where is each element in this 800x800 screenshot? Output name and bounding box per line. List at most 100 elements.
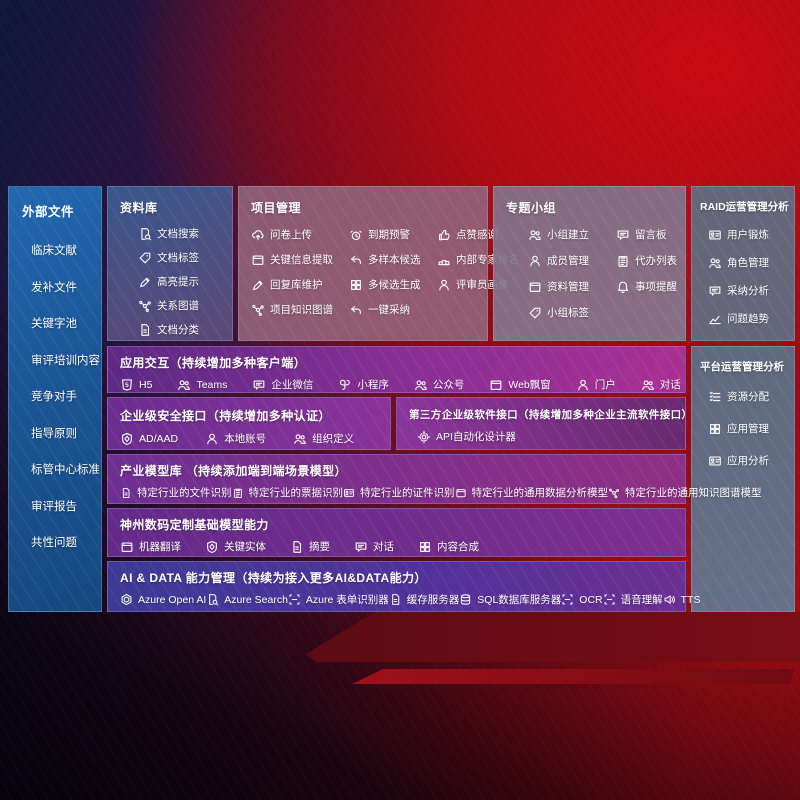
item-member-manage: 成员管理 — [528, 253, 616, 268]
azure-openai-icon — [120, 593, 133, 606]
project-management-title: 项目管理 — [251, 201, 302, 215]
item-label: 问卷上传 — [270, 229, 312, 241]
app-interaction-title: 应用交互（持续增加多种客户端） — [120, 356, 307, 370]
item-org-define: 组织定义 — [293, 431, 354, 446]
ai-data-title: AI & DATA 能力管理（持续为接入更多AI&DATA能力） — [120, 571, 427, 585]
cloud-upload-icon — [251, 228, 265, 242]
multi-sample-icon — [349, 253, 363, 267]
item-local-account: 本地账号 — [205, 431, 266, 446]
item-ad-aad: AD/AAD — [120, 432, 178, 446]
item-group-tag: 小组标签 — [528, 305, 616, 320]
industry-model-band: 产业模型库 （持续添加端到端场景模型） 特定行业的文件识别 特定行业的票据识别 特定… — [107, 454, 762, 504]
item-label: 资源分配 — [727, 391, 769, 403]
platform-analysis-title: 平台运营管理分析 — [700, 361, 784, 373]
item-azure-openai: Azure Open AI — [120, 593, 206, 606]
summary-icon — [290, 540, 304, 554]
item-label: 应用分析 — [727, 455, 769, 467]
topic-groups-panel: 专题小组 小组建立 留言板 成员管理 代办列表 资料管理 事项提醒 小组标签 — [493, 186, 686, 341]
item-speech-understanding: 语音理解 — [603, 592, 663, 607]
highlight-pencil-icon — [138, 275, 152, 289]
reply-maintain-icon — [251, 278, 265, 292]
item-doc-search: 文档搜索 — [138, 226, 220, 241]
item-label: 到期预警 — [368, 229, 410, 241]
item-h5: H5 — [120, 378, 152, 392]
item-label: 采纳分析 — [727, 285, 769, 297]
item-label: 成员管理 — [547, 255, 589, 267]
item-label: 小组标签 — [547, 307, 589, 319]
web-popup-icon — [489, 378, 503, 392]
knowledge-graph-icon — [251, 303, 265, 317]
item-label: 机器翻译 — [139, 541, 181, 553]
app-manage-icon — [708, 422, 722, 436]
item-label: 文档分类 — [157, 324, 199, 336]
azure-form-recognizer-icon — [288, 593, 301, 606]
item-cloud-upload: 问卷上传 — [251, 227, 349, 242]
sidebar-item: 指导原则 — [31, 427, 77, 440]
item-label: 角色管理 — [727, 257, 769, 269]
item-web-popup: Web飘窗 — [489, 377, 551, 392]
item-role-manage: 角色管理 — [708, 255, 786, 270]
wecom-icon — [252, 378, 266, 392]
item-receipt-recognition: 特定行业的票据识别 — [232, 485, 344, 500]
item-label: 门户 — [594, 379, 616, 391]
external-files-list: 临床文献 发补文件 关键字池 审评培训内容 竞争对手 指导原则 标管中心标准 审评报告 共性问题 — [9, 232, 101, 561]
item-reply-maintain: 回复库维护 — [251, 277, 349, 292]
item-label: 文档搜索 — [157, 228, 199, 240]
ad-aad-icon — [120, 432, 134, 446]
item-label: 问题趋势 — [727, 313, 769, 325]
content-compose-icon — [418, 540, 432, 554]
group-create-icon — [528, 228, 542, 242]
item-doc-tag: 文档标签 — [138, 250, 220, 265]
item-dialog: 对话 — [354, 539, 394, 554]
item-label: 点赞感谢 — [456, 229, 498, 241]
sidebar-item: 共性问题 — [31, 537, 77, 550]
item-multi-generate: 多候选生成 — [349, 277, 437, 292]
item-label: Azure Open AI — [138, 593, 207, 606]
item-label: 摘要 — [309, 541, 330, 553]
doc-tag-icon — [138, 251, 152, 265]
item-label: 特定行业的票据识别 — [248, 487, 344, 499]
thirdparty-software-band: 第三方企业级软件接口（持续增加多种企业主流软件接口） API自动化设计器 — [396, 397, 693, 450]
item-label: 特定行业的文件识别 — [137, 487, 232, 499]
member-manage-icon — [528, 254, 542, 268]
doc-classify-icon — [138, 323, 152, 337]
info-extract-icon — [251, 253, 265, 267]
sidebar-item: 审评报告 — [31, 500, 77, 513]
item-data-analysis-model: 特定行业的通用数据分析模型 — [455, 485, 608, 500]
local-account-icon — [205, 432, 219, 446]
item-knowledge-graph-model: 特定行业的通用知识图谱模型 — [608, 485, 762, 500]
item-reminder-bell: 事项提醒 — [616, 279, 677, 294]
item-label: 语音理解 — [620, 594, 663, 606]
platform-analysis-panel: 平台运营管理分析 资源分配 应用管理 应用分析 — [691, 346, 795, 612]
sql-server-icon — [459, 593, 472, 606]
org-define-icon — [293, 432, 307, 446]
external-files-title: 外部文件 — [22, 205, 75, 219]
item-label: Teams — [196, 378, 228, 391]
item-file-recognition: 特定行业的文件识别 — [120, 485, 232, 500]
item-label: 多样本候选 — [368, 254, 421, 266]
expert-ranking-icon — [437, 253, 451, 267]
item-label: Azure 表单识别器 — [305, 594, 389, 606]
item-issue-trend: 问题趋势 — [708, 311, 786, 326]
item-label: 回复库维护 — [270, 279, 323, 291]
item-label: 关键信息提取 — [270, 254, 333, 266]
item-sql-server: SQL数据库服务器 — [459, 592, 561, 607]
adopt-analysis-icon — [708, 284, 722, 298]
industry-model-title: 产业模型库 （持续添加端到端场景模型） — [120, 464, 347, 478]
idcard-recognition-icon — [343, 487, 355, 499]
item-label: 公众号 — [432, 379, 465, 391]
app-analysis-icon — [708, 454, 722, 468]
item-label: 关系图谱 — [157, 300, 199, 312]
base-model-title: 神州数码定制基础模型能力 — [120, 518, 269, 532]
monitor-stand-shadow — [306, 612, 800, 662]
item-machine-translation: 机器翻译 — [120, 539, 181, 554]
thirdparty-software-title: 第三方企业级软件接口（持续增加多种企业主流软件接口） — [409, 409, 693, 421]
topic-groups-title: 专题小组 — [506, 201, 557, 215]
item-doc-classify: 文档分类 — [138, 322, 220, 337]
machine-translation-icon — [120, 540, 134, 554]
item-label: 企业微信 — [271, 379, 314, 391]
item-official-account: 公众号 — [414, 377, 465, 392]
data-library-title: 资料库 — [120, 201, 158, 215]
item-thumb-up: 点赞感谢 — [437, 227, 519, 242]
item-multi-sample: 多样本候选 — [349, 252, 437, 267]
